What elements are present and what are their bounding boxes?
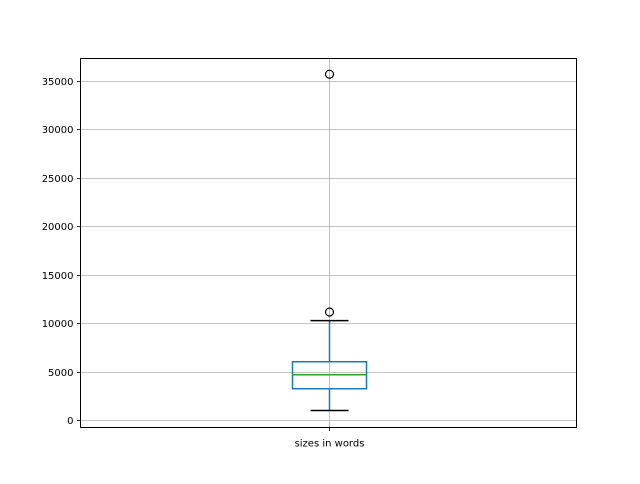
y-tick-label: 15000: [42, 271, 74, 282]
x-tick-label: sizes in words: [295, 439, 365, 450]
y-tick-label: 5000: [48, 368, 73, 379]
boxes: [291, 69, 368, 412]
outlier-point: [324, 69, 335, 79]
y-tick-label: 10000: [42, 319, 74, 330]
outlier-point: [324, 307, 335, 317]
y-tick-label: 25000: [42, 174, 74, 185]
y-axis: 0 5000 10000 15000 20000 25000 30000 35000: [42, 77, 81, 427]
y-tick-label: 20000: [42, 222, 74, 233]
y-tick-label: 35000: [42, 77, 74, 88]
axes-frame: [80, 58, 577, 428]
x-axis: sizes in words: [295, 427, 365, 450]
y-tick-label: 30000: [42, 125, 74, 136]
y-tick-label: 0: [67, 416, 73, 427]
grid: [80, 58, 577, 428]
